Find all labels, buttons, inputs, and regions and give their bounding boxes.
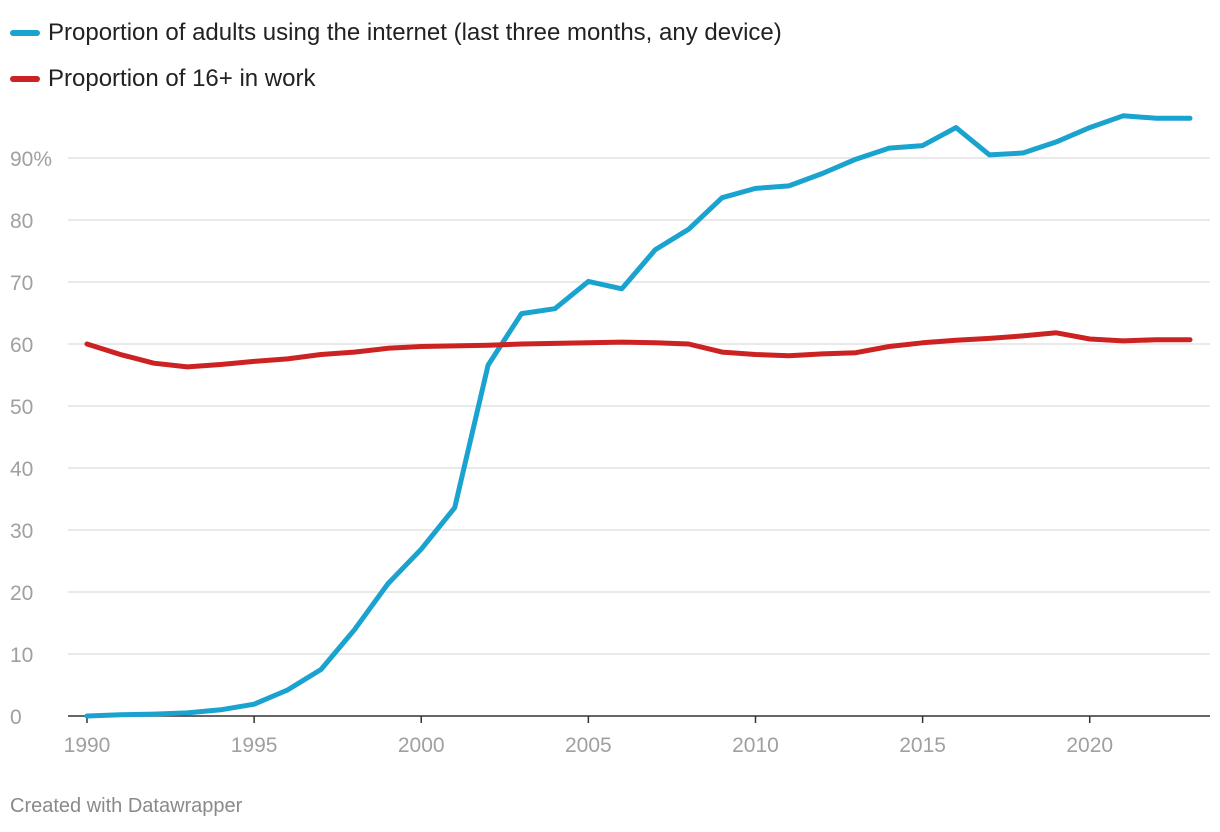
series-line-employment[interactable] bbox=[84, 330, 1193, 370]
x-tick-label: 2015 bbox=[899, 734, 946, 757]
legend: Proportion of adults using the internet … bbox=[10, 10, 782, 102]
legend-label-internet: Proportion of adults using the internet … bbox=[48, 19, 782, 46]
y-tick-label: 70 bbox=[10, 272, 33, 295]
y-tick-label: 40 bbox=[10, 458, 33, 481]
series-line-internet[interactable] bbox=[84, 113, 1193, 719]
x-tick-label: 1990 bbox=[64, 734, 111, 757]
gridlines bbox=[68, 157, 1210, 655]
x-tick-label: 1995 bbox=[231, 734, 278, 757]
legend-swatch-employment bbox=[10, 76, 40, 82]
legend-swatch-internet bbox=[10, 30, 40, 36]
credit-text: Created with Datawrapper bbox=[10, 795, 243, 817]
y-tick-label: 10 bbox=[10, 644, 33, 667]
y-tick-label: 20 bbox=[10, 582, 33, 605]
x-axis-ticks: 1990 1995 2000 2005 2010 2015 2020 bbox=[64, 716, 1113, 757]
x-tick-label: 2005 bbox=[565, 734, 612, 757]
y-tick-label: 60 bbox=[10, 334, 33, 357]
y-axis-ticks: 0 10 20 30 40 50 60 70 80 90% bbox=[10, 148, 52, 729]
series-lines bbox=[84, 113, 1193, 719]
legend-item-employment[interactable]: Proportion of 16+ in work bbox=[10, 56, 782, 102]
y-tick-label: 30 bbox=[10, 520, 33, 543]
x-tick-label: 2010 bbox=[732, 734, 779, 757]
y-tick-label: 90% bbox=[10, 148, 52, 171]
x-tick-label: 2000 bbox=[398, 734, 445, 757]
legend-item-internet[interactable]: Proportion of adults using the internet … bbox=[10, 10, 782, 56]
x-tick-label: 2020 bbox=[1066, 734, 1113, 757]
legend-label-employment: Proportion of 16+ in work bbox=[48, 65, 316, 92]
y-tick-label: 80 bbox=[10, 210, 33, 233]
y-tick-label: 0 bbox=[10, 706, 22, 729]
y-tick-label: 50 bbox=[10, 396, 33, 419]
